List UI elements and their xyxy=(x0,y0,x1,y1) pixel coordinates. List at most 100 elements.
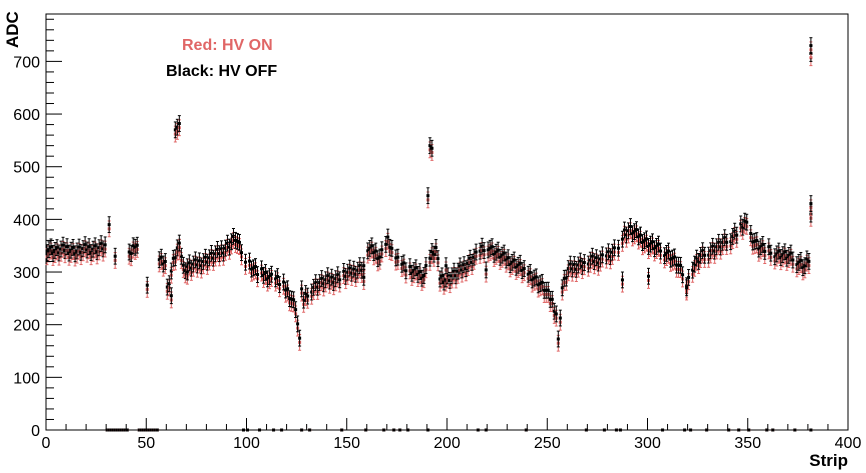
hv-off-point xyxy=(414,266,418,270)
hv-off-point xyxy=(121,428,125,432)
hv-off-point xyxy=(47,248,51,252)
hv-off-point xyxy=(667,249,671,253)
x-tick-label: 200 xyxy=(434,435,461,452)
hv-off-point xyxy=(594,256,598,260)
hv-off-point xyxy=(258,428,262,432)
hv-off-point xyxy=(703,253,707,257)
hv-off-point xyxy=(476,428,480,432)
hv-off-point xyxy=(450,274,454,278)
hv-off-point xyxy=(466,261,470,265)
hv-off-point xyxy=(107,428,111,432)
hv-off-point xyxy=(316,285,320,289)
hv-off-point xyxy=(248,259,252,263)
hv-off-point xyxy=(534,275,538,279)
hv-off-point xyxy=(368,246,372,250)
hv-off-point xyxy=(767,245,771,249)
hv-off-point xyxy=(725,240,729,244)
hv-off-point xyxy=(161,262,165,266)
hv-off-point xyxy=(292,298,296,302)
hv-off-point xyxy=(548,297,552,301)
hv-off-outlier-point xyxy=(177,122,181,126)
hv-off-point xyxy=(522,267,526,271)
hv-off-point xyxy=(582,261,586,265)
hv-off-point xyxy=(687,275,691,279)
hv-off-outlier-point xyxy=(685,286,689,290)
hv-off-point xyxy=(793,428,797,432)
hv-off-point xyxy=(695,256,699,260)
hv-off-point xyxy=(221,251,225,255)
hv-off-point xyxy=(448,278,452,282)
hv-off-point xyxy=(644,237,648,241)
hv-off-point xyxy=(735,233,739,237)
hv-off-point xyxy=(568,262,572,266)
y-tick-label: 0 xyxy=(31,423,40,440)
hv-off-point xyxy=(103,243,107,247)
hv-off-point xyxy=(677,263,681,267)
hv-off-outlier-point xyxy=(175,125,179,129)
hv-off-point xyxy=(528,270,532,274)
hv-off-point xyxy=(296,322,300,326)
hv-off-point xyxy=(406,428,410,432)
hv-off-point xyxy=(342,269,346,273)
hv-off-point xyxy=(61,243,65,247)
hv-off-point xyxy=(163,259,167,263)
hv-off-point xyxy=(165,285,169,289)
hv-off-point xyxy=(209,251,213,255)
hv-off-point xyxy=(524,428,528,432)
hv-off-point xyxy=(779,255,783,259)
hv-off-point xyxy=(699,253,703,257)
hv-off-point xyxy=(288,297,292,301)
y-tick-label: 500 xyxy=(13,160,40,177)
hv-off-point xyxy=(394,256,398,260)
hv-off-point xyxy=(514,265,518,269)
hv-off-outlier-point xyxy=(430,146,434,150)
hv-off-point xyxy=(809,428,813,432)
hv-off-point xyxy=(344,274,348,278)
hv-off-point xyxy=(438,277,442,281)
hv-off-outlier-point xyxy=(362,275,366,279)
hv-off-point xyxy=(113,428,117,432)
hv-off-point xyxy=(731,234,735,238)
hv-off-point xyxy=(711,244,715,248)
hv-off-outlier-point xyxy=(484,268,488,272)
hv-off-point xyxy=(424,264,428,268)
hv-off-point xyxy=(364,428,368,432)
hv-off-point xyxy=(93,244,97,248)
hv-off-point xyxy=(560,286,564,290)
hv-off-point xyxy=(199,264,203,268)
hv-off-point xyxy=(516,263,520,267)
hv-off-point xyxy=(133,245,137,249)
hv-off-point xyxy=(139,428,143,432)
hv-off-point xyxy=(468,256,472,260)
hv-off-point xyxy=(334,277,338,281)
data-marks xyxy=(45,37,813,432)
hv-off-point xyxy=(602,428,606,432)
hv-off-point xyxy=(781,253,785,257)
hv-off-point xyxy=(550,297,554,301)
hv-off-point xyxy=(191,262,195,266)
hv-off-point xyxy=(119,428,123,432)
hv-off-point xyxy=(195,263,199,267)
hv-off-point xyxy=(304,291,308,295)
hv-off-point xyxy=(254,265,258,269)
hv-off-point xyxy=(45,251,49,255)
hv-off-point xyxy=(665,251,669,255)
x-tick-label: 50 xyxy=(137,435,155,452)
hv-off-point xyxy=(540,280,544,284)
hv-off-point xyxy=(765,428,769,432)
hv-off-point xyxy=(785,256,789,260)
hv-off-point xyxy=(651,240,655,244)
hv-off-point xyxy=(175,246,179,250)
hv-off-point xyxy=(233,238,237,242)
hv-off-point xyxy=(807,259,811,263)
hv-off-point xyxy=(179,254,183,258)
hv-off-point xyxy=(284,288,288,292)
hv-off-point xyxy=(801,266,805,270)
hv-off-point xyxy=(370,244,374,248)
hv-off-point xyxy=(428,256,432,260)
hv-off-point xyxy=(318,281,322,285)
hv-off-point xyxy=(751,240,755,244)
hv-off-point xyxy=(326,274,330,278)
hv-off-point xyxy=(462,263,466,267)
hv-off-point xyxy=(159,255,163,259)
